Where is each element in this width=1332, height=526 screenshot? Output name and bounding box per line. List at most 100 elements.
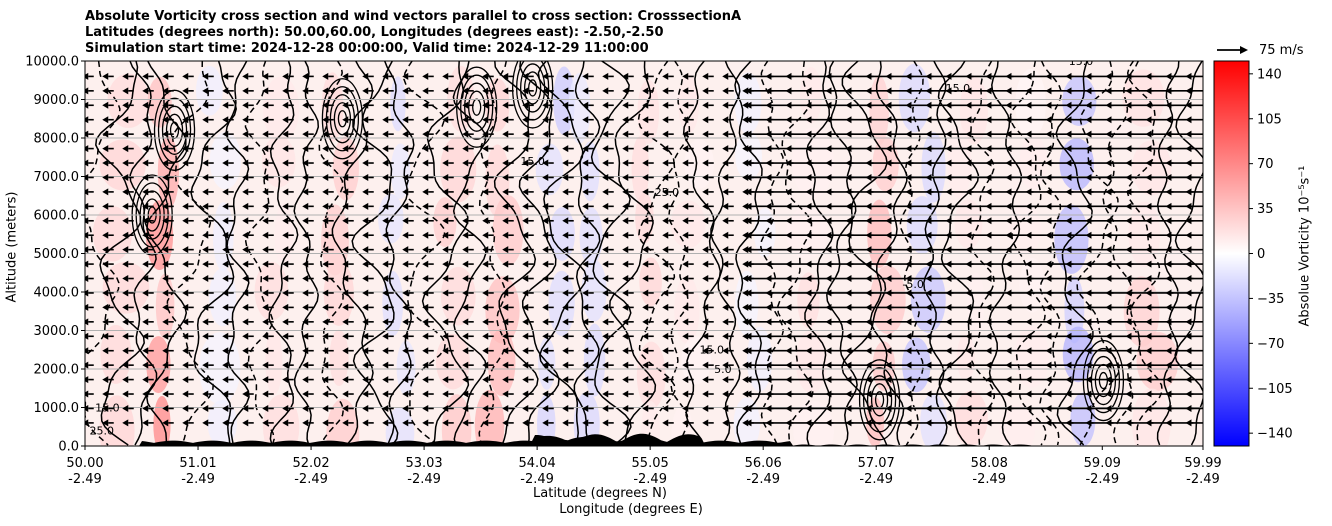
wind-arrow-head (702, 376, 709, 384)
wind-arrow-head (785, 159, 792, 167)
wind-arrow-head (622, 72, 629, 80)
wind-arrow-head (422, 173, 429, 181)
wind-arrow-head (985, 347, 992, 355)
wind-arrow-head (1085, 159, 1092, 167)
wind-arrow-head (582, 202, 589, 210)
wind-arrow-head (282, 404, 289, 412)
wind-arrow-head (102, 332, 109, 340)
wind-arrow-head (262, 260, 269, 268)
wind-arrow-head (925, 419, 932, 427)
wind-arrow-head (785, 116, 792, 124)
wind-arrow-head (582, 419, 589, 427)
wind-arrow-head (1145, 145, 1152, 153)
wind-arrow-head (282, 246, 289, 254)
wind-arrow-head (382, 101, 389, 109)
colorbar-tick-label: 105 (1257, 112, 1282, 127)
wind-arrow-head (965, 159, 972, 167)
wind-arrow-head (342, 101, 349, 109)
wind-arrow-head (402, 376, 409, 384)
wind-arrow-head (222, 87, 229, 95)
wind-arrow-head (302, 347, 309, 355)
wind-arrow-head (682, 87, 689, 95)
wind-arrow-head (462, 116, 469, 124)
wind-arrow-head (242, 246, 249, 254)
wind-arrow-head (1045, 188, 1052, 196)
wind-arrow-head (965, 332, 972, 340)
wind-arrow-head (422, 419, 429, 427)
wind-arrow-head (382, 130, 389, 138)
wind-arrow-head (785, 145, 792, 153)
wind-arrow-head (1085, 246, 1092, 254)
wind-arrow-head (502, 246, 509, 254)
wind-arrow-head (422, 72, 429, 80)
colorbar-tick-label: 140 (1257, 67, 1282, 82)
wind-arrow-head (242, 173, 249, 181)
wind-arrow-head (142, 289, 149, 297)
wind-arrow-head (622, 275, 629, 283)
wind-arrow-head (462, 361, 469, 369)
wind-arrow-head (262, 390, 269, 398)
wind-arrow-head (702, 318, 709, 326)
vorticity-patch (474, 389, 505, 446)
wind-arrow-head (622, 376, 629, 384)
wind-arrow-head (1045, 289, 1052, 297)
wind-arrow-head (682, 231, 689, 239)
wind-arrow-head (382, 361, 389, 369)
wind-arrow-head (602, 202, 609, 210)
wind-arrow-head (1065, 361, 1072, 369)
wind-arrow-head (462, 101, 469, 109)
wind-arrow-head (945, 72, 952, 80)
wind-arrow-head (905, 361, 912, 369)
wind-arrow-head (885, 130, 892, 138)
wind-arrow-head (845, 87, 852, 95)
wind-arrow-head (362, 87, 369, 95)
wind-arrow-head (282, 217, 289, 225)
wind-arrow-head (282, 145, 289, 153)
wind-arrow-head (242, 130, 249, 138)
x-tick-label-latitude: 50.00 (66, 456, 103, 471)
wind-arrow-head (1005, 87, 1012, 95)
wind-arrow-head (102, 231, 109, 239)
wind-arrow-head (1065, 260, 1072, 268)
wind-arrow-head (342, 347, 349, 355)
wind-arrow-head (262, 361, 269, 369)
wind-arrow-head (985, 332, 992, 340)
vorticity-patch (870, 265, 906, 334)
wind-arrow-head (662, 419, 669, 427)
wind-arrow-head (302, 217, 309, 225)
wind-arrow-head (222, 173, 229, 181)
vorticity-patch (254, 262, 289, 321)
wind-arrow-head (642, 404, 649, 412)
wind-arrow-head (202, 130, 209, 138)
wind-arrow-head (1005, 275, 1012, 283)
wind-arrow-head (825, 390, 832, 398)
wind-arrow-head (845, 173, 852, 181)
wind-arrow-head (1045, 404, 1052, 412)
wind-arrow-head (302, 318, 309, 326)
contour-loop (866, 375, 893, 425)
wind-arrow-head (602, 303, 609, 311)
wind-arrow-head (745, 390, 752, 398)
vorticity-patch (573, 392, 600, 446)
wind-arrow-head (222, 145, 229, 153)
wind-arrow-head (522, 116, 529, 124)
vorticity-patch (735, 270, 759, 336)
wind-arrow-head (562, 130, 569, 138)
wind-arrow-head (865, 246, 872, 254)
wind-arrow-head (122, 347, 129, 355)
y-tick-label: 3000.0 (34, 324, 80, 339)
wind-arrow-head (85, 404, 89, 412)
wind-arrow-head (282, 101, 289, 109)
wind-arrow-head (1005, 390, 1012, 398)
x-tick-label-latitude: 55.05 (632, 456, 669, 471)
wind-arrow-head (1065, 289, 1072, 297)
wind-arrow-head (1065, 173, 1072, 181)
wind-arrow-head (482, 87, 489, 95)
wind-arrow-head (1085, 318, 1092, 326)
wind-arrow-head (542, 72, 549, 80)
wind-arrow-head (905, 303, 912, 311)
wind-arrow-head (1165, 260, 1172, 268)
wind-arrow-head (885, 72, 892, 80)
wind-arrow-head (622, 390, 629, 398)
wind-arrow-head (1105, 361, 1112, 369)
